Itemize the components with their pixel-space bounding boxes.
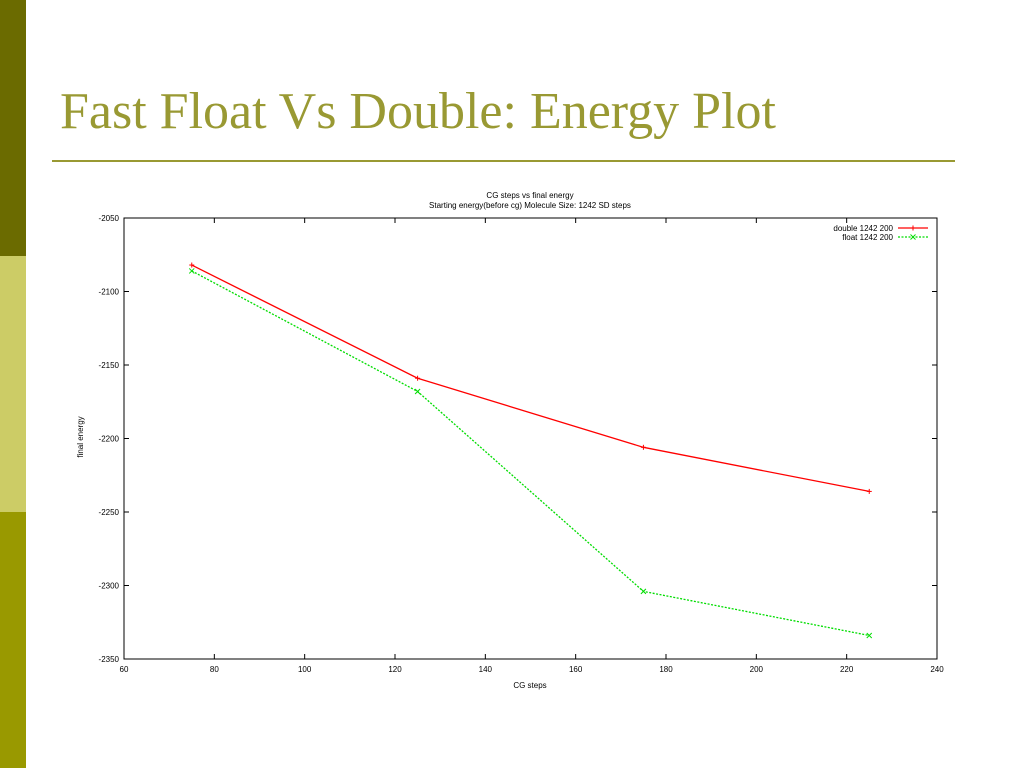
y-tick-label: -2050 [99, 214, 120, 223]
x-tick-label: 100 [298, 665, 312, 674]
y-tick-label: -2300 [99, 582, 120, 591]
x-tick-label: 180 [659, 665, 673, 674]
x-tick-label: 80 [210, 665, 219, 674]
y-tick-label: -2150 [99, 361, 120, 370]
x-tick-label: 200 [750, 665, 764, 674]
y-tick-label: -2100 [99, 288, 120, 297]
sidebar-stripe-bottom [0, 512, 26, 768]
y-tick-label: -2350 [99, 655, 120, 664]
x-tick-label: 160 [569, 665, 583, 674]
chart-subtitle: Starting energy(before cg) Molecule Size… [429, 201, 631, 210]
plot-frame [123, 217, 938, 660]
sidebar-stripe-top [0, 0, 26, 256]
data-point-1 [640, 588, 647, 595]
title-divider [52, 160, 955, 162]
series-line-1 [191, 270, 870, 637]
legend-marker [910, 234, 916, 240]
y-tick-label: -2200 [99, 435, 120, 444]
sidebar-stripe-middle [0, 256, 26, 512]
slide-title: Fast Float Vs Double: Energy Plot [60, 83, 776, 140]
data-point-1 [866, 632, 873, 639]
x-tick-label: 140 [479, 665, 493, 674]
series-line-0 [191, 264, 870, 493]
x-tick-label: 220 [840, 665, 854, 674]
x-tick-label: 60 [120, 665, 129, 674]
data-point-1 [188, 268, 195, 274]
legend-label: double 1242 200 [833, 224, 893, 233]
legend-label: float 1242 200 [842, 233, 893, 242]
x-tick-label: 240 [930, 665, 944, 674]
y-axis-label: final energy [76, 416, 85, 457]
x-tick-label: 120 [388, 665, 402, 674]
energy-line-chart: CG steps vs final energy Starting energy… [76, 191, 944, 690]
data-point-1 [414, 388, 421, 395]
x-axis-label: CG steps [513, 681, 546, 690]
y-tick-label: -2250 [99, 508, 120, 517]
chart-title: CG steps vs final energy [486, 191, 573, 200]
